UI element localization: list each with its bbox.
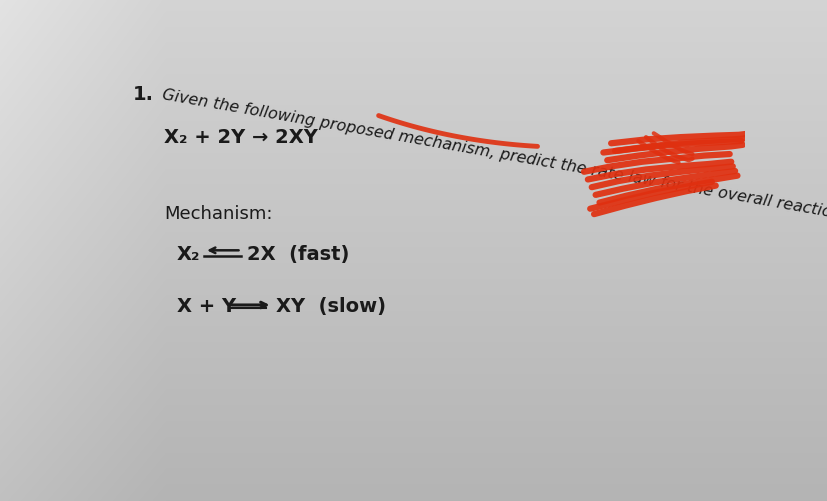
Text: 1.: 1. <box>133 85 154 104</box>
Text: 2X  (fast): 2X (fast) <box>246 245 349 264</box>
Text: Mechanism:: Mechanism: <box>164 205 272 223</box>
Text: X + Y: X + Y <box>177 297 236 316</box>
Text: Given the following proposed mechanism, predict the rate law for the overall rea: Given the following proposed mechanism, … <box>161 87 827 222</box>
Text: X₂ + 2Y → 2XY: X₂ + 2Y → 2XY <box>164 128 318 147</box>
Text: XY  (slow): XY (slow) <box>275 297 385 316</box>
Text: X₂: X₂ <box>177 245 200 264</box>
